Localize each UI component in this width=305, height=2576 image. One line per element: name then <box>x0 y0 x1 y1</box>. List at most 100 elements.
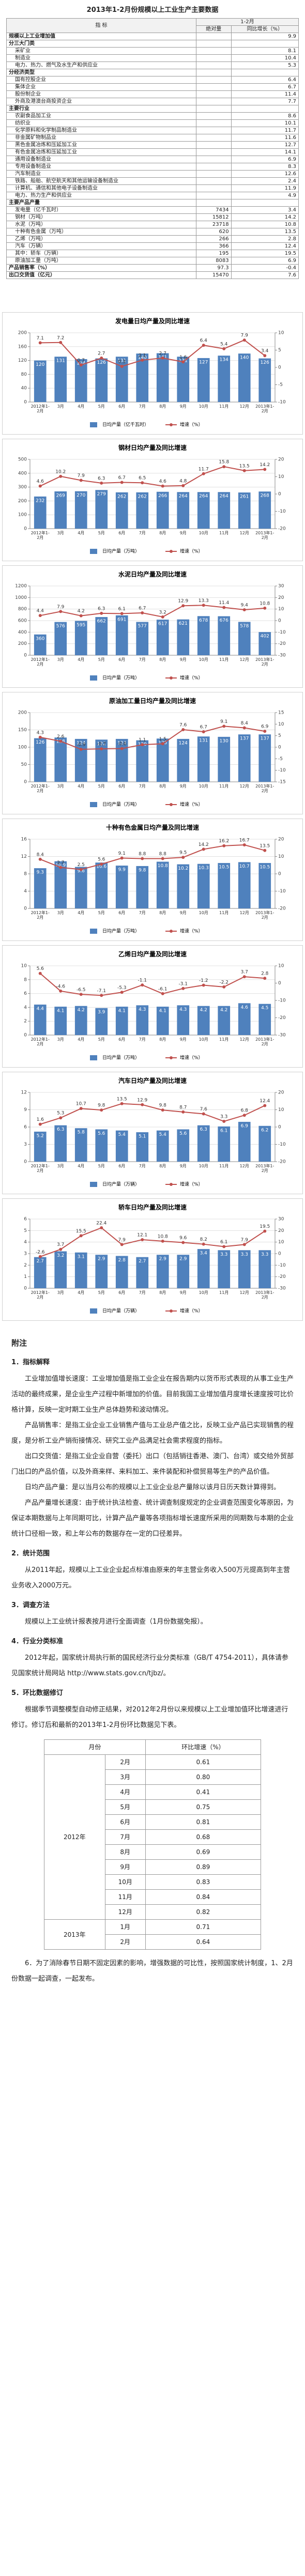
x-tick-label: 2013年1-2月 <box>255 1164 274 1173</box>
amount-cell: 97.3 <box>195 264 232 272</box>
line-point <box>181 360 185 364</box>
data-table: 指 标 1-2月 绝对量 同比增长（%） 规模以上工业增加值 9.9 分三大门类 采矿业 8.1… <box>6 18 299 279</box>
table-row: 11月 0.84 <box>44 1889 262 1905</box>
x-tick-label: 11月 <box>219 784 229 789</box>
y2-tick-label: 10 <box>278 1240 284 1245</box>
x-tick-label: 10月 <box>199 657 208 662</box>
legend-item: 日均产量（万吨） <box>90 928 140 934</box>
point-label: 13.5 <box>117 1097 127 1102</box>
legend-label: 增速（%） <box>180 801 203 808</box>
line <box>40 339 265 367</box>
line-point <box>202 472 205 475</box>
bar <box>156 620 169 655</box>
bar-label: 2.7 <box>37 1259 44 1264</box>
point-label: -0.6 <box>117 742 127 747</box>
amount-cell: 266 <box>195 235 232 243</box>
bar <box>197 1249 210 1288</box>
amount-cell <box>195 76 232 84</box>
growth-cell: 12.4 <box>231 242 299 250</box>
bar <box>238 353 251 402</box>
growth-cell: 8.3 <box>231 163 299 171</box>
point-label: 9.6 <box>179 1236 187 1241</box>
bar <box>54 1125 67 1162</box>
bar <box>54 1251 67 1288</box>
bar <box>258 1250 271 1288</box>
point-label: 2.8 <box>261 971 269 977</box>
chart: 十种有色金属日均产量及同比增速 0 4 8 12 16 -20 -10 0 10 20 9.3 10.9… <box>0 816 305 943</box>
y-tick-label: 200 <box>18 331 27 336</box>
bar-label: 2.7 <box>139 1259 146 1264</box>
growth-cell: 5.3 <box>231 61 299 69</box>
legend-marker <box>170 930 173 933</box>
chart-svg: 十种有色金属日均产量及同比增速 0 4 8 12 16 -20 -10 0 10 20 9.3 10.9… <box>2 819 303 941</box>
x-tick-label: 7月 <box>139 404 146 409</box>
bar <box>218 356 231 402</box>
y-tick-label: 300 <box>18 485 27 490</box>
line-point <box>263 468 267 471</box>
line-point <box>120 991 124 994</box>
x-tick-label: 6月 <box>118 404 126 409</box>
point-label: 4.2 <box>78 609 85 614</box>
chart-svg: 原油加工量日均产量及同比增速 0 50 100 150 200 -15 -10 -5 0 5 10 15… <box>2 692 303 814</box>
x-tick-label: 4月 <box>78 1037 85 1042</box>
section-heading: 1．指标解释 <box>11 1359 50 1366</box>
row-label: 电力、热力、燃气及水生产和供应业 <box>6 61 196 69</box>
x-tick-label: 8月 <box>159 784 166 789</box>
x-tick-label: 2012年1-2月 <box>30 784 50 793</box>
y2-tick-label: 10 <box>278 722 284 727</box>
value-cell: 0.84 <box>145 1889 262 1905</box>
line-point <box>38 614 42 618</box>
header-cell: 指 标 <box>6 18 196 33</box>
bar-label: 131 <box>56 359 65 364</box>
point-label: 5.6 <box>98 857 105 862</box>
y-tick-label: 0 <box>24 400 27 405</box>
x-tick-label: 7月 <box>139 1164 146 1168</box>
point-label: 5.3 <box>57 1111 64 1116</box>
line-point <box>100 747 103 751</box>
y2-tick-label: 10 <box>278 474 284 480</box>
legend-label: 增速（%） <box>180 675 203 681</box>
y-tick-label: 120 <box>18 358 27 363</box>
line-point <box>202 847 205 851</box>
bar-label: 9.9 <box>118 868 126 873</box>
x-tick-label: 5月 <box>98 404 105 409</box>
x-tick-label: 3月 <box>57 1164 64 1168</box>
y-tick-label: 200 <box>18 711 27 716</box>
x-tick-label: 3月 <box>57 911 64 915</box>
row-label: 黑色金属冶炼和压延加工业 <box>6 141 196 149</box>
legend-label: 增速（%） <box>180 928 203 934</box>
point-label: -0.9 <box>77 743 86 748</box>
bar-label: 120 <box>36 362 44 367</box>
row-label: 集体企业 <box>6 83 196 91</box>
legend-item: 增速（%） <box>165 928 203 934</box>
amount-cell: 195 <box>195 250 232 257</box>
y2-tick-label: -10 <box>278 889 286 894</box>
table-row: 农副食品加工业 8.6 <box>6 112 299 120</box>
legend-label: 日均产量（万辆） <box>102 1181 140 1187</box>
line-point <box>161 484 164 488</box>
header-row: 月份 环比增速（%） <box>44 1739 262 1755</box>
y-tick-label: 6 <box>24 991 27 996</box>
growth-cell: 13.5 <box>231 228 299 236</box>
x-tick-label: 2012年1-2月 <box>30 1037 50 1046</box>
bar-label: 264 <box>199 494 208 499</box>
bar <box>218 616 231 655</box>
paragraph: 日均产品产量：是以当月公布的规模以上工业企业总产量除以该月日历天数计算得到。 <box>25 1484 281 1491</box>
line-point <box>59 1247 63 1251</box>
bar-label: 576 <box>56 624 65 629</box>
line-point <box>59 610 63 613</box>
x-tick-label: 2012年1-2月 <box>30 531 50 540</box>
bar <box>197 616 210 655</box>
x-tick-label: 7月 <box>139 1037 146 1042</box>
y2-tick-label: -30 <box>278 653 286 658</box>
chart: 钢材日均产量及同比增速 0 100 200 300 400 500 -20 -10 0 10 20 23… <box>0 437 305 563</box>
point-label: 9.5 <box>179 851 187 856</box>
bar-label: 9.3 <box>37 870 44 875</box>
point-label: 13.3 <box>199 598 209 604</box>
bar-label: 676 <box>220 618 228 623</box>
line-point <box>79 614 83 618</box>
y-tick-label: 100 <box>18 745 27 750</box>
bar <box>156 1130 169 1162</box>
point-label: -6.5 <box>77 988 86 993</box>
point-label: 11.4 <box>219 600 229 606</box>
